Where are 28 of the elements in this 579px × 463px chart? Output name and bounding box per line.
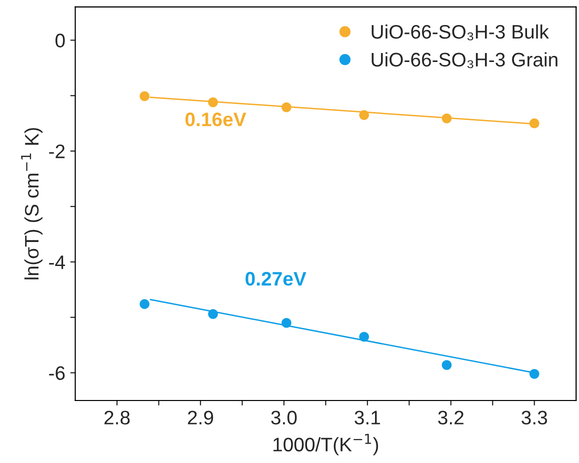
point	[208, 309, 218, 319]
point	[208, 97, 218, 108]
x-tick-label: 2.8	[104, 410, 130, 424]
x-tick-label: 3.2	[438, 410, 464, 424]
point	[282, 102, 292, 112]
y-tick-label: -6	[49, 366, 65, 380]
annotation: 0.16eV	[185, 112, 246, 126]
x-tick-label: 3.1	[354, 410, 380, 424]
annotation: 0.27eV	[246, 272, 306, 286]
point	[442, 113, 452, 124]
point	[359, 110, 369, 120]
point	[282, 318, 292, 328]
point	[140, 299, 150, 309]
y-tick-label: 0	[55, 34, 65, 48]
point	[140, 91, 150, 102]
y-axis-title: ln(σT) (S cm$^{−1}$ K)	[21, 128, 43, 280]
point	[529, 118, 540, 128]
legend-label: UiO-66-SO₃H-3 Grain	[372, 52, 558, 68]
x-axis-title: 1000/T(K$^{−1}$)	[274, 434, 378, 456]
x-tick-label: 2.9	[188, 410, 214, 424]
y-tick-label: -2	[49, 144, 65, 158]
legend-label: UiO-66-SO₃H-3 Bulk	[372, 24, 549, 40]
point	[442, 360, 452, 370]
point	[529, 368, 540, 379]
y-tick-label: -4	[49, 256, 65, 269]
x-tick-label: 3.0	[271, 410, 297, 424]
x-tick-label: 3.3	[522, 410, 548, 424]
point	[359, 332, 369, 342]
